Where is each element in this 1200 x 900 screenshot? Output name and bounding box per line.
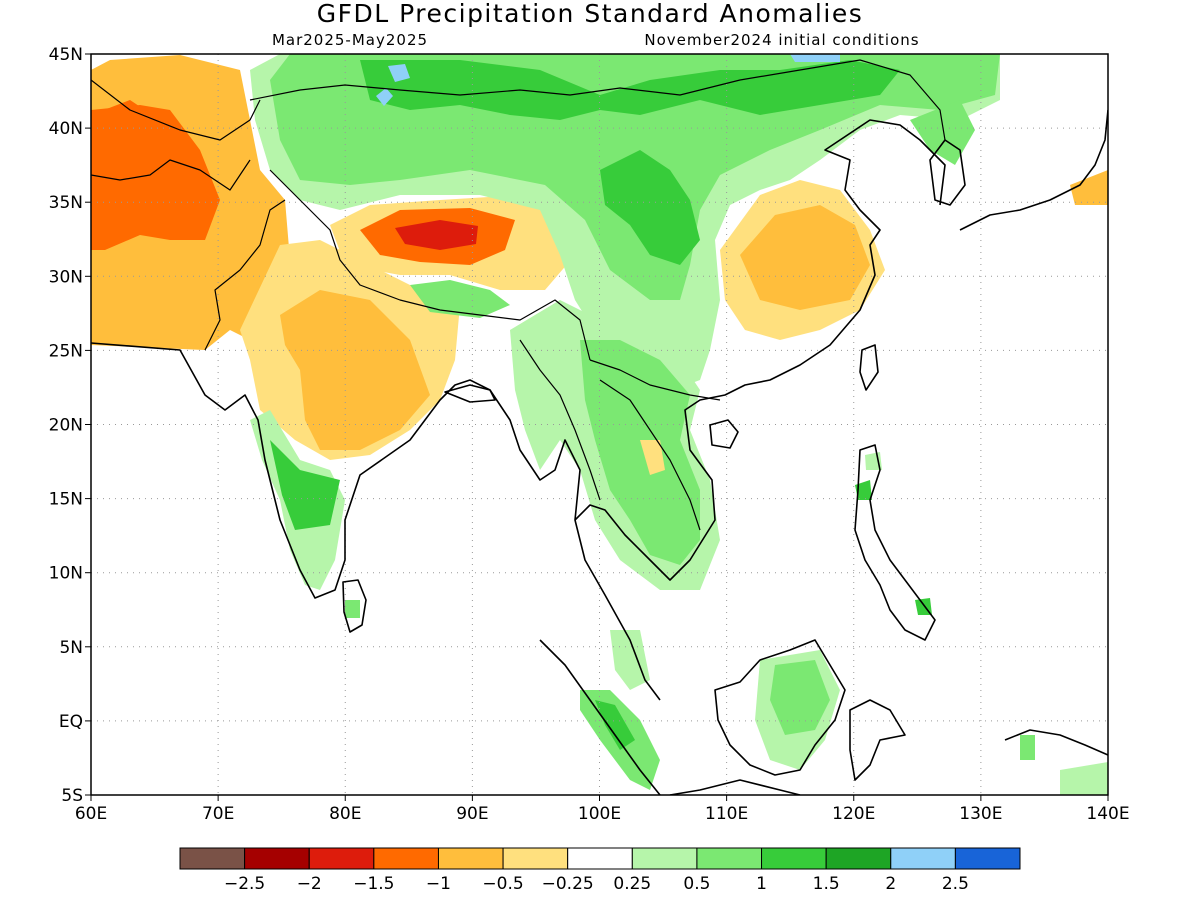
colorbar-label: 1.5 [813,874,840,894]
anomaly-laos [640,440,665,475]
anomaly-fields [91,54,1108,795]
colorbar-label: −2 [297,874,322,894]
colorbar-label: 0.25 [613,874,651,894]
borders [91,59,946,531]
colorbar-swatch [244,847,310,870]
border-china-south [589,359,721,401]
anomaly-lake-3 [790,54,840,62]
border-central-asia [91,79,261,141]
border-myanmar [519,339,601,501]
lat-tick-label: 5N [59,638,83,658]
anomaly-sumatra-core [595,700,635,750]
coast-hainan [709,419,739,449]
season-label: Mar2025-May2025 [272,31,428,49]
chart-title: GFDL Precipitation Standard Anomalies [317,0,863,28]
colorbar-label: −0.25 [542,874,594,894]
colorbar: −2.5 −2 −1.5 −1 −0.5 −0.25 0.25 0.5 1 1.5 2 2.5 [179,847,1021,894]
colorbar-label: −2.5 [224,874,265,894]
colorbar-swatch [179,847,246,870]
anomaly-lake-2 [376,88,393,106]
longitude-axis: 60E 70E 80E 90E 100E 110E 120E 130E 140E [75,795,1130,824]
lon-tick-label: 130E [959,804,1002,824]
anomaly-new-guinea-2 [1060,762,1108,795]
coast-java [669,779,801,795]
colorbar-swatch [373,847,439,870]
lat-tick-label: 35N [49,193,83,213]
anomaly-western-ghats [270,440,340,530]
anomaly-indochina [580,340,700,565]
lon-tick-label: 100E [578,804,621,824]
coastlines [91,109,1108,795]
coast-japan [959,109,1108,231]
coast-sumatra [539,639,661,795]
lat-tick-label: 40N [49,119,83,139]
anomaly-central-india [280,290,430,450]
colorbar-label: 1 [756,874,767,894]
anomaly-china-wet-core [600,150,700,265]
coast-sri-lanka [342,579,367,633]
coast-borneo [714,639,846,776]
lon-tick-label: 120E [832,804,875,824]
anomaly-new-guinea [1020,735,1035,760]
anomaly-sri-lanka [345,600,360,618]
anomaly-east-china [740,205,870,310]
lat-tick-label: 45N [49,45,83,65]
coast-bay-bengal [444,384,496,403]
anomaly-tibet-core [395,220,478,250]
colorbar-label: −0.5 [482,874,523,894]
anomaly-japan [1070,170,1108,205]
init-label: November2024 initial conditions [644,31,919,49]
anomaly-mongolia-wet [360,60,900,120]
latitude-axis: 45N 40N 35N 30N 25N 20N 15N 10N 5N EQ 5S [49,45,91,806]
colorbar-swatch [825,847,892,870]
colorbar-swatch [761,847,827,870]
lat-tick-label: 10N [49,564,83,584]
border-indochina-inner [599,379,701,531]
colorbar-label: 2.5 [942,874,969,894]
coast-new-guinea [1004,729,1108,756]
lat-tick-label: 15N [49,490,83,510]
colorbar-swatch [437,847,504,870]
border-pakistan [204,199,286,351]
colorbar-label: 0.5 [683,874,710,894]
colorbar-label: −1.5 [353,874,394,894]
colorbar-swatch [890,847,956,870]
anomaly-turkmen-core [91,100,160,190]
lon-tick-label: 140E [1086,804,1129,824]
colorbar-swatch [631,847,698,870]
lat-tick-label: 30N [49,267,83,287]
lat-tick-label: 20N [49,416,83,436]
anomaly-philippines [855,480,872,500]
colorbar-label: 2 [885,874,896,894]
lat-tick-label: 5S [61,786,83,806]
colorbar-swatch [567,847,633,870]
border-iran-afghan [91,159,251,191]
colorbar-swatch [308,847,375,870]
lon-tick-label: 60E [75,804,107,824]
lon-tick-label: 110E [705,804,748,824]
coast-sulawesi [849,699,906,781]
colorbar-swatch [954,847,1021,870]
coast-philippines [854,444,936,641]
lat-tick-label: 25N [49,341,83,361]
colorbar-swatch [696,847,763,870]
border-himalaya [269,169,591,361]
lat-tick-label: EQ [59,712,83,732]
anomaly-borneo-core [770,660,830,735]
coast-indochina [574,119,946,581]
lon-tick-label: 80E [329,804,361,824]
lon-tick-label: 90E [456,804,488,824]
map-area [91,54,1108,795]
anomaly-malaysia [610,630,650,690]
colorbar-label: −1 [426,874,451,894]
anomaly-lake-baikal [388,64,410,82]
border-china-north [249,59,946,141]
coast-taiwan [859,344,879,391]
lon-tick-label: 70E [202,804,234,824]
colorbar-swatch [502,847,569,870]
